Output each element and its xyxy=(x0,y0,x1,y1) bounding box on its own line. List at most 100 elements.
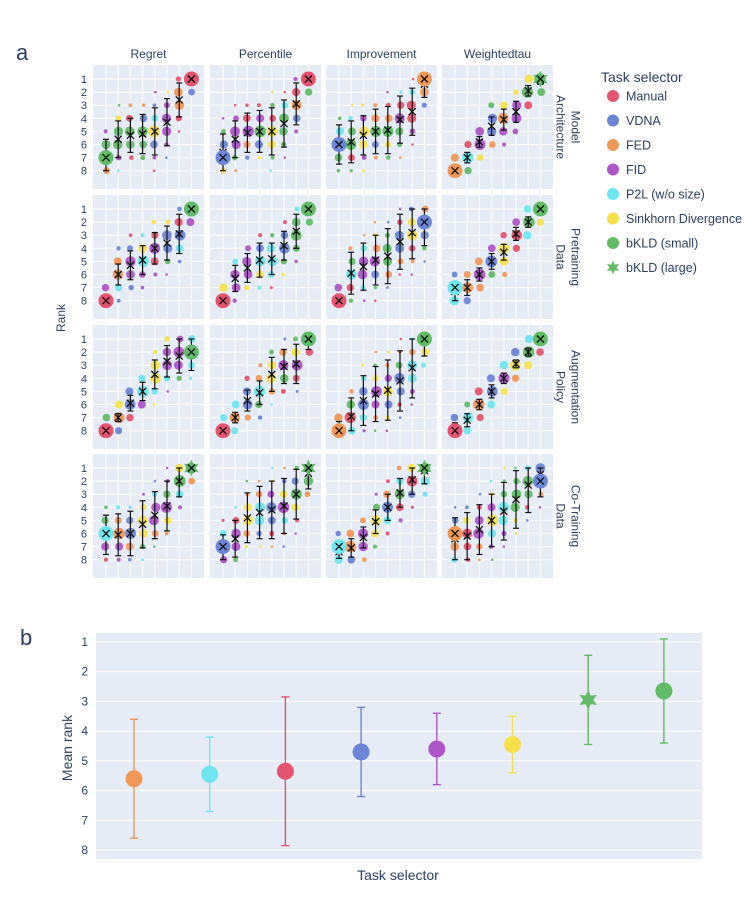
rank-dot xyxy=(128,505,132,510)
mean-marker xyxy=(150,370,159,379)
rank-dot xyxy=(386,479,390,483)
rank-tick-label: 6 xyxy=(81,400,87,412)
rank-tick-label: 5 xyxy=(81,126,87,138)
rank-dot xyxy=(305,218,314,226)
rank-dot xyxy=(463,426,471,435)
circle-icon xyxy=(607,237,619,249)
facet-panel xyxy=(442,195,553,319)
mean-marker xyxy=(150,244,159,253)
mean-marker xyxy=(175,96,184,104)
rank-dot xyxy=(117,169,120,172)
mean-marker xyxy=(475,270,484,279)
rank-dot xyxy=(126,413,134,422)
mean-marker xyxy=(463,283,472,292)
rank-dot xyxy=(173,360,183,370)
rank-dot xyxy=(387,350,390,354)
rank-dot xyxy=(372,544,378,549)
rank-dot xyxy=(177,206,182,212)
rank-dot xyxy=(221,117,225,120)
rank-dot xyxy=(347,127,356,136)
rank-dot xyxy=(335,530,341,537)
rank-dot xyxy=(373,220,377,224)
legend-item[interactable]: bKLD (large) xyxy=(606,260,697,276)
rank-dot xyxy=(524,74,534,84)
rank-dot xyxy=(126,245,133,252)
legend-item[interactable]: Manual xyxy=(607,90,667,104)
rank-dot xyxy=(462,517,470,524)
mean-marker xyxy=(267,254,276,263)
mean-marker xyxy=(487,516,496,525)
mean-marker xyxy=(267,370,276,379)
rank-dot xyxy=(294,206,300,212)
facet-panel xyxy=(210,65,321,189)
rank-dot xyxy=(256,103,261,108)
legend-item[interactable]: FED xyxy=(607,139,651,153)
mean-marker xyxy=(524,348,533,357)
mean-marker xyxy=(359,262,368,271)
rank-dot xyxy=(450,153,459,162)
mean-marker xyxy=(163,357,171,366)
rank-dot xyxy=(510,502,520,512)
rank-dot xyxy=(511,347,520,357)
legend-item[interactable]: P2L (w/o size) xyxy=(607,188,705,202)
mean-point xyxy=(201,765,219,783)
rank-dot xyxy=(245,155,250,160)
rank-dot xyxy=(398,273,401,276)
mean-marker xyxy=(371,390,380,398)
rank-dot xyxy=(348,246,353,251)
rank-axis-label: Rank xyxy=(54,303,68,332)
rank-dot xyxy=(386,90,389,94)
rank-dot xyxy=(422,246,427,251)
rank-dot xyxy=(292,336,299,342)
mean-marker xyxy=(280,362,288,371)
rank-dot xyxy=(165,273,168,276)
rank-dot xyxy=(295,389,299,393)
legend-item[interactable]: Sinkhorn Divergence xyxy=(607,212,742,226)
rank-dot xyxy=(293,76,298,82)
column-title: Weightedtau xyxy=(464,47,531,61)
rank-dot xyxy=(347,555,356,564)
rank-dot xyxy=(242,256,252,266)
legend-title: Task selector xyxy=(601,69,683,85)
rank-dot xyxy=(523,205,532,213)
rank-tick-label: 3 xyxy=(81,230,87,242)
rank-tick-label: 5 xyxy=(81,386,87,398)
rank-dot xyxy=(385,271,393,278)
legend-item[interactable]: FID xyxy=(607,163,646,177)
rank-dot xyxy=(512,218,521,226)
rank-dot xyxy=(348,257,356,265)
rank-dot xyxy=(188,477,196,485)
rank-dot xyxy=(270,90,274,94)
rank-dot xyxy=(386,155,391,160)
rank-dot xyxy=(395,127,404,136)
rank-dot xyxy=(336,168,341,173)
mean-marker xyxy=(150,511,159,520)
rank-dot xyxy=(188,376,193,380)
rank-dot xyxy=(152,155,157,160)
mean-marker xyxy=(255,388,264,397)
rank-dot xyxy=(512,100,522,110)
rank-dot xyxy=(502,142,507,147)
rank-dot xyxy=(462,412,474,423)
rank-dot xyxy=(373,429,377,432)
rank-dot xyxy=(526,519,529,522)
rank-dot xyxy=(116,246,121,251)
rank-dot xyxy=(177,130,181,133)
mean-marker xyxy=(396,488,404,497)
rank-dot xyxy=(396,387,405,396)
circle-icon xyxy=(607,188,619,200)
mean-marker xyxy=(347,412,356,421)
rank-dot xyxy=(346,283,355,292)
mean-marker xyxy=(138,387,147,396)
facet-panel xyxy=(210,325,321,449)
rank-dot xyxy=(103,557,109,562)
rank-dot xyxy=(104,505,108,510)
svg-text:Pretraining: Pretraining xyxy=(569,228,583,286)
facet-panel xyxy=(326,454,437,578)
mean-marker xyxy=(163,239,171,248)
facet-panel xyxy=(326,195,437,319)
legend-item[interactable]: VDNA xyxy=(607,114,661,128)
legend-item[interactable]: bKLD (small) xyxy=(607,237,698,251)
mean-marker xyxy=(475,400,484,409)
